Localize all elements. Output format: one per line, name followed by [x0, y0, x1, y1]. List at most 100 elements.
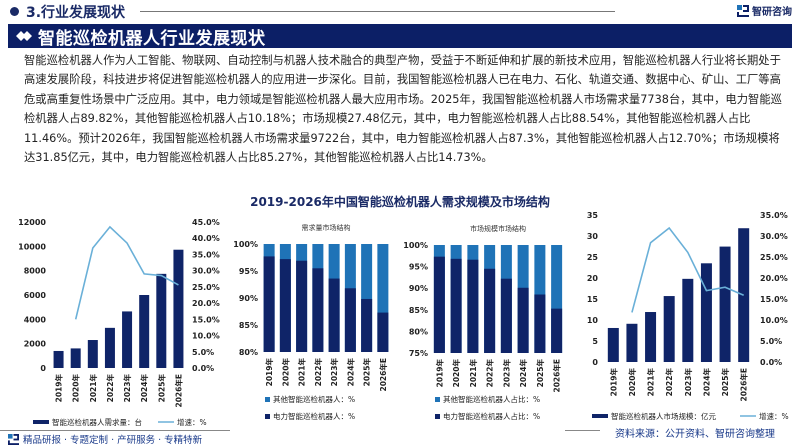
bar-power — [484, 268, 496, 353]
legend-label: 智能巡检机器人需求量：台 — [52, 417, 142, 427]
bar-power — [296, 260, 308, 352]
section-header: 3.行业发展现状 智研咨询 — [0, 0, 800, 24]
x-tick: 2025年 — [156, 374, 166, 403]
bar — [719, 246, 731, 362]
x-tick: 2020年 — [280, 358, 290, 387]
x-tick: 2020年 — [451, 359, 461, 388]
bar-power — [344, 288, 356, 352]
bar — [645, 312, 657, 362]
legend-label: 其他智能巡检机器人：% — [273, 394, 355, 404]
x-tick: 2026年E — [739, 368, 749, 402]
bar — [700, 263, 712, 362]
y-tick: 90% — [409, 284, 428, 293]
y-tick: 85% — [409, 306, 428, 315]
x-tick: 2022年 — [105, 374, 115, 403]
y-tick-right: 20.0% — [192, 299, 220, 308]
bar — [626, 323, 638, 362]
x-tick: 2024年 — [345, 358, 355, 387]
legend-swatch-power — [265, 414, 270, 419]
y-tick-right: 0.0% — [192, 364, 214, 373]
y-tick: 85% — [239, 321, 258, 330]
demand-structure-chart: 需求量市场结构 80% 85% 90% 95% 100% 2019年 2020年 2021年 20… — [233, 223, 389, 421]
bar-power — [500, 278, 512, 353]
x-tick: 2023年 — [329, 358, 339, 387]
y-tick-left: 20 — [587, 274, 599, 283]
y-tick: 95% — [239, 267, 258, 276]
x-tick: 2021年 — [646, 368, 656, 397]
bar-power — [433, 256, 445, 353]
x-tick: 2022年 — [313, 358, 323, 387]
title-banner: 智能巡检机器人行业发展现状 — [8, 24, 792, 49]
y-tick: 75% — [409, 349, 428, 358]
x-tick: 2019年 — [264, 358, 274, 387]
x-tick: 2025年 — [535, 359, 545, 388]
bar-power — [467, 259, 479, 353]
y-tick-left: 0 — [40, 364, 46, 373]
y-tick: 80% — [239, 348, 258, 357]
y-tick-left: 4000 — [24, 315, 47, 324]
x-tick: 2019年 — [54, 374, 64, 403]
banner-title: 智能巡检机器人行业发展现状 — [38, 28, 266, 49]
bar-power — [279, 259, 291, 352]
y-tick: 95% — [409, 263, 428, 272]
y-tick-left: 0 — [592, 358, 598, 367]
market-structure-chart: 市场规模市场结构 75% 80% 85% 90% 95% 100% 2019年 2020年 202… — [403, 224, 563, 421]
x-tick: 2020年 — [71, 374, 81, 403]
x-tick: 2024年 — [139, 374, 149, 403]
y-tick-right: 30.0% — [760, 232, 788, 241]
bar-power — [517, 287, 529, 353]
y-tick-right: 10.0% — [192, 332, 220, 341]
diamond-icon — [16, 31, 32, 41]
bar — [173, 249, 184, 368]
x-tick: 2021年 — [468, 359, 478, 388]
bar — [156, 273, 167, 368]
x-tick: 2023年 — [122, 374, 132, 403]
x-tick: 2025年 — [362, 358, 372, 387]
market-size-chart: 0 5 10 15 20 25 30 35 0.0% 5.0% 10.0% 15.0% 20.0% 25.… — [587, 211, 789, 421]
bar — [682, 278, 694, 362]
legend-label: 智能巡检机器人市场规模：亿元 — [611, 411, 716, 421]
x-tick: 2021年 — [297, 358, 307, 387]
x-tick: 2026年E — [378, 358, 388, 392]
legend-bar-swatch — [592, 414, 608, 418]
section-label: 3.行业发展现状 — [26, 5, 126, 21]
legend-label: 增速：% — [177, 417, 207, 427]
bullet-dot-icon — [10, 7, 19, 16]
subchart-title: 市场规模市场结构 — [470, 224, 526, 233]
y-tick-left: 8000 — [24, 267, 47, 276]
y-tick-right: 0.0% — [760, 358, 782, 367]
footer-divider — [0, 430, 230, 431]
growth-line — [74, 225, 179, 320]
bar — [139, 295, 150, 368]
brand-name: 智研咨询 — [752, 7, 792, 18]
y-tick-left: 12000 — [18, 218, 46, 227]
description-paragraph: 智能巡检机器人作为人工智能、物联网、自动控制与机器人技术融合的典型产物，受益于不… — [24, 54, 782, 165]
y-tick: 90% — [239, 294, 258, 303]
legend-label: 其他智能巡检机器人占比：% — [443, 394, 540, 404]
footer-slogan: 精品研报 · 专题定制 · 产研服务 · 专精特新 — [8, 432, 202, 446]
footer-divider-right — [565, 430, 600, 431]
source-note: 资料来源：公开资料、智研咨询整理 — [615, 429, 775, 440]
x-tick: 2024年 — [518, 359, 528, 388]
demand-volume-chart: 0 2000 4000 6000 8000 10000 12000 0.0% 5.0% 10.0%… — [18, 218, 220, 427]
legend-label: 电力智能巡检机器人：% — [273, 411, 355, 421]
y-tick-right: 45.0% — [192, 218, 220, 227]
bar-power — [328, 278, 340, 352]
x-tick: 2026年E — [552, 359, 562, 393]
y-tick: 100% — [233, 240, 258, 249]
legend-bar-swatch — [33, 420, 49, 424]
divider — [140, 11, 615, 12]
bar — [663, 296, 675, 362]
bar — [53, 350, 64, 368]
bar — [87, 340, 98, 368]
y-tick: 80% — [409, 327, 428, 336]
x-tick: 2023年 — [501, 359, 511, 388]
brand-logo-icon — [8, 433, 19, 445]
y-tick-left: 5 — [592, 337, 598, 346]
y-tick-left: 30 — [587, 232, 599, 241]
subchart-title: 需求量市场结构 — [302, 223, 351, 232]
y-tick-right: 35.0% — [192, 250, 220, 259]
y-tick-right: 35.0% — [760, 211, 788, 220]
bar-other — [361, 244, 373, 352]
bar-power — [312, 268, 324, 352]
